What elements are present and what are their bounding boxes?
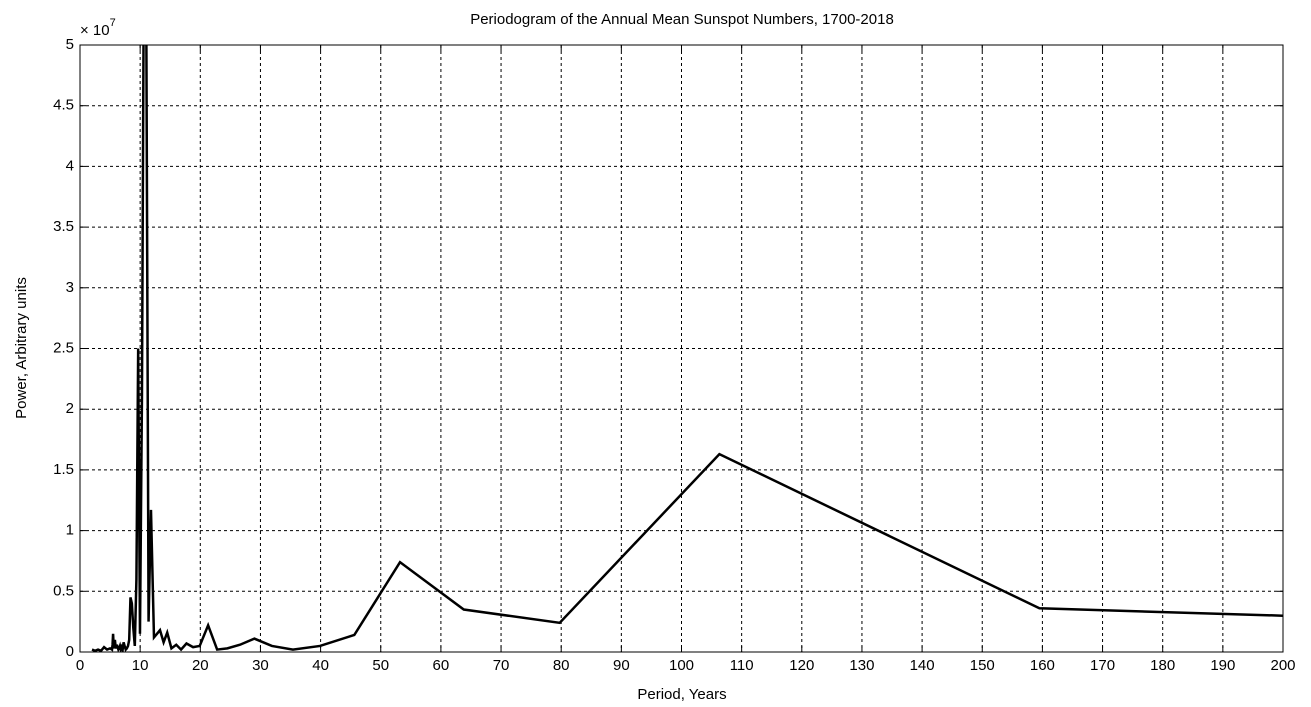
axes-box [79, 44, 1284, 653]
data-line [91, 45, 1283, 652]
y-multiplier-exponent: 7 [110, 17, 116, 29]
y-multiplier: × 107 [80, 17, 116, 39]
x-tick-label: 10 [132, 657, 149, 674]
x-tick-label: 100 [669, 657, 694, 674]
y-tick-label: 2 [66, 400, 74, 417]
y-tick-label: 4 [66, 157, 74, 174]
x-tick-label: 170 [1090, 657, 1115, 674]
y-tick-label: 0 [66, 643, 74, 660]
x-tick-label: 120 [789, 657, 814, 674]
x-tick-label: 110 [730, 657, 754, 674]
y-tick-label: 4.5 [53, 97, 74, 114]
y-axis-label: Power, Arbitrary units [13, 277, 30, 419]
plot-area [91, 45, 1283, 652]
y-tick-label: 0.5 [53, 582, 74, 599]
x-tick-label: 140 [910, 657, 935, 674]
x-tick-label: 130 [849, 657, 874, 674]
x-tick-label: 150 [970, 657, 995, 674]
x-tick-label: 200 [1270, 657, 1295, 674]
y-tick-label: 1 [66, 522, 74, 539]
y-tick-label: 2.5 [53, 339, 74, 356]
y-tick-label: 3.5 [53, 218, 74, 235]
y-tick-label: 1.5 [53, 461, 74, 478]
x-tick-label: 30 [252, 657, 269, 674]
x-tick-label: 0 [76, 657, 84, 674]
x-tick-label: 80 [553, 657, 570, 674]
y-tick-label: 5 [66, 36, 74, 53]
y-multiplier-base: × 10 [80, 22, 110, 39]
y-tick-label: 3 [66, 279, 74, 296]
x-tick-label: 160 [1030, 657, 1055, 674]
x-tick-label: 20 [192, 657, 209, 674]
x-tick-label: 90 [613, 657, 630, 674]
x-tick-label: 70 [493, 657, 510, 674]
x-tick-label: 180 [1150, 657, 1175, 674]
x-tick-label: 40 [312, 657, 329, 674]
x-tick-label: 60 [433, 657, 450, 674]
x-axis-label: Period, Years [637, 686, 726, 703]
x-tick-label: 190 [1210, 657, 1235, 674]
x-tick-label: 50 [372, 657, 389, 674]
chart-title: Periodogram of the Annual Mean Sunspot N… [470, 11, 894, 28]
